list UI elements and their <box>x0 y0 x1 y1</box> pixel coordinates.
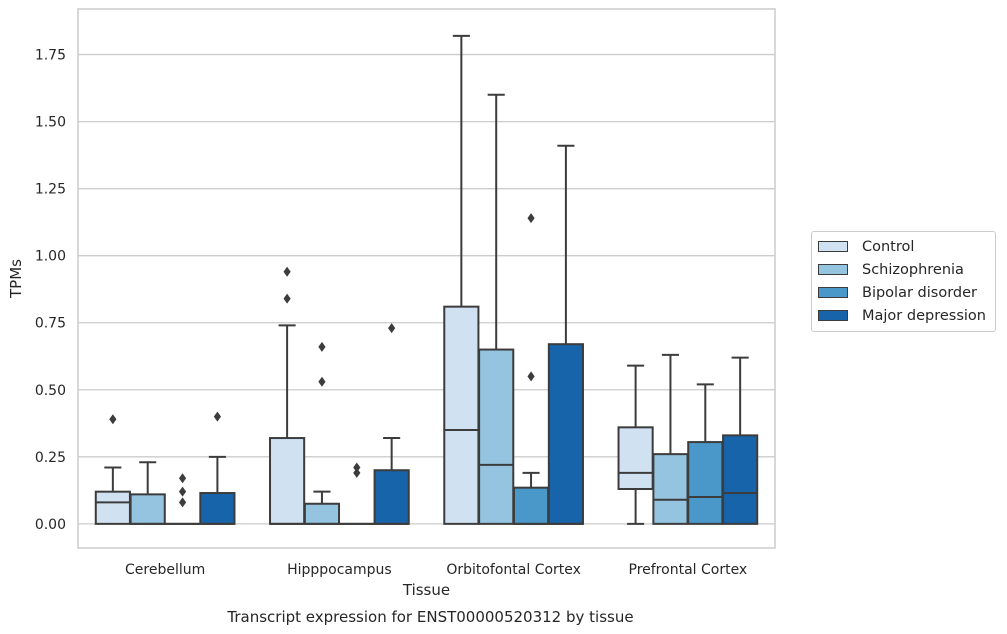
outlier-marker <box>353 462 361 473</box>
legend-label: Schizophrenia <box>862 261 964 278</box>
legend-item: Control <box>812 235 995 258</box>
outlier-marker <box>318 341 326 352</box>
box-control-prefrontal-cortex <box>617 364 654 525</box>
x-tick-labels: Cerebellum Hipppocampus Orbitofontal Corte… <box>125 562 747 578</box>
legend-label: Major depression <box>862 307 986 324</box>
box-control-hipppocampus <box>269 266 306 525</box>
legend-label: Bipolar disorder <box>862 284 977 301</box>
box-schizophrenia-prefrontal-cortex <box>652 353 689 525</box>
outlier-marker <box>178 473 187 484</box>
box-iqr <box>94 490 131 525</box>
x-tick-label: Prefrontal Cortex <box>629 562 748 578</box>
box-bipolar-disorder-orbitofontal-cortex <box>512 213 550 525</box>
box-bipolar-disorder-cerebellum <box>164 473 201 525</box>
box-iqr <box>373 469 410 525</box>
plot-frame <box>77 8 776 549</box>
box-major-depression-orbitofontal-cortex <box>547 144 584 525</box>
box-iqr <box>687 441 724 525</box>
box-iqr <box>478 348 515 525</box>
box-schizophrenia-hipppocampus <box>303 341 341 525</box>
outlier-marker <box>178 486 187 497</box>
legend-swatch <box>818 264 848 275</box>
boxes-layer <box>94 34 759 525</box>
legend-swatch <box>818 310 848 321</box>
outlier-marker <box>283 293 291 304</box>
outlier-marker <box>283 266 291 277</box>
x-tick-label: Orbitofontal Cortex <box>446 562 581 578</box>
y-tick-label: 0.00 <box>35 517 66 533</box>
y-tick-label: 0.50 <box>35 383 66 399</box>
x-axis-label: Tissue <box>402 581 450 599</box>
box-iqr <box>269 437 306 525</box>
box-iqr <box>652 453 689 525</box>
x-tick-label: Cerebellum <box>125 562 205 578</box>
box-major-depression-hipppocampus <box>373 323 410 525</box>
box-iqr <box>547 343 584 525</box>
outlier-marker <box>213 411 221 422</box>
box-iqr <box>617 426 654 491</box>
x-tick-label: Hipppocampus <box>287 562 392 578</box>
box-major-depression-prefrontal-cortex <box>722 356 759 525</box>
legend-item: Bipolar disorder <box>812 281 995 304</box>
outlier-marker <box>388 323 396 334</box>
box-schizophrenia-cerebellum <box>129 461 166 525</box>
y-tick-label: 0.75 <box>35 316 66 332</box>
y-tick-labels: 0.00 0.25 0.50 0.75 1.00 1.25 1.50 1.75 <box>35 48 66 533</box>
box-schizophrenia-orbitofontal-cortex <box>478 93 515 525</box>
legend-item: Schizophrenia <box>812 258 995 281</box>
legend-label: Control <box>862 238 915 255</box>
y-tick-label: 0.25 <box>35 450 66 466</box>
y-tick-label: 1.00 <box>35 249 66 265</box>
box-iqr <box>443 305 480 525</box>
outlier-marker <box>178 497 187 508</box>
box-iqr <box>129 493 166 525</box>
outlier-marker <box>109 414 117 425</box>
outlier-marker <box>318 376 326 387</box>
legend-swatch <box>818 287 848 298</box>
box-control-cerebellum <box>94 414 131 525</box>
box-major-depression-cerebellum <box>199 411 236 525</box>
outlier-marker <box>353 467 361 478</box>
chart-caption: Transcript expression for ENST0000052031… <box>226 608 633 626</box>
box-iqr <box>722 434 759 525</box>
legend-item: Major depression <box>812 304 995 327</box>
outlier-marker <box>527 213 535 224</box>
y-tick-label: 1.25 <box>35 182 66 198</box>
box-bipolar-disorder-hipppocampus <box>338 462 375 525</box>
box-bipolar-disorder-prefrontal-cortex <box>687 383 724 525</box>
y-axis-label: TPMs <box>7 259 25 299</box>
legend: Control Schizophrenia Bipolar disorder Majo… <box>811 231 996 332</box>
y-tick-label: 1.75 <box>35 48 66 64</box>
box-iqr <box>512 486 550 525</box>
legend-swatch <box>818 241 848 252</box>
box-iqr <box>303 502 341 525</box>
outlier-marker <box>527 371 535 382</box>
y-tick-label: 1.50 <box>35 115 66 131</box>
box-control-orbitofontal-cortex <box>443 34 480 525</box>
gridlines <box>78 53 775 525</box>
box-iqr <box>199 492 236 525</box>
